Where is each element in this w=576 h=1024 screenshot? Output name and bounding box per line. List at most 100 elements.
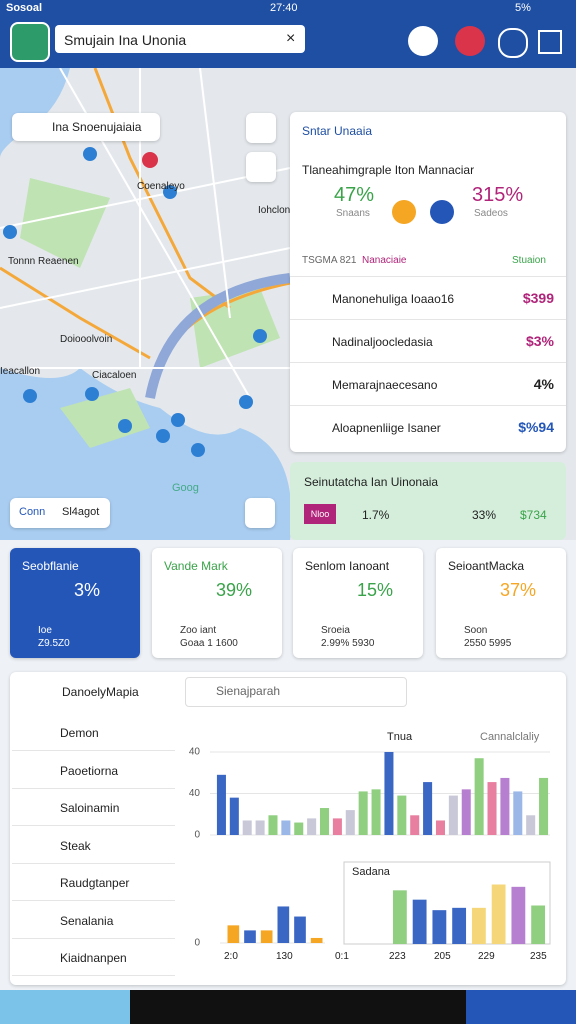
menu-divider — [12, 900, 175, 901]
stat-card — [10, 548, 140, 658]
card-label: Sroeia — [321, 625, 350, 636]
card-value: 37% — [500, 580, 537, 600]
row-divider — [290, 405, 566, 406]
stat-left-sub: Snaans — [336, 208, 370, 219]
card-sub: Goaa 1 1600 — [180, 638, 238, 649]
icon — [392, 200, 416, 224]
menu-item[interactable]: Demon — [60, 726, 99, 740]
row-value: $399 — [522, 290, 554, 306]
menu-divider — [12, 825, 175, 826]
row-divider — [290, 362, 566, 363]
nav-home[interactable] — [0, 990, 130, 1024]
bar — [526, 815, 536, 835]
menu-item[interactable]: Raudgtanper — [60, 876, 130, 890]
menu-divider — [12, 975, 175, 976]
map-search-text: Ina Snoenujaiaia — [52, 120, 142, 134]
table-header: Nanaciaie — [362, 255, 407, 266]
bar — [244, 930, 256, 943]
card-sub: 2.99% 5930 — [321, 638, 375, 649]
map-label: Coenaleyo — [137, 181, 185, 192]
panel-title: Sntar Unaaia — [302, 124, 373, 138]
nav-apps[interactable] — [466, 990, 576, 1024]
bar — [432, 910, 447, 944]
menu-divider — [12, 937, 175, 939]
bar — [461, 789, 471, 835]
y-tick-label: 0 — [194, 830, 200, 841]
row-name: Manonehuliga Ioaao16 — [332, 292, 455, 306]
card-value: 3% — [74, 580, 101, 600]
table-header: TSGMA 821 — [302, 255, 357, 266]
bar — [255, 820, 265, 835]
stat-right: 315% — [472, 184, 524, 206]
bar — [471, 907, 486, 944]
bar — [281, 820, 291, 835]
bar — [242, 820, 252, 835]
bar — [410, 815, 420, 835]
zoom-in[interactable] — [246, 152, 276, 182]
search-box[interactable] — [55, 25, 305, 53]
menu-item[interactable]: Senalania — [60, 913, 114, 928]
menu-item[interactable]: Steak — [60, 838, 91, 853]
card-label: Ioe — [38, 625, 52, 636]
map-label: Ieacallon — [0, 366, 41, 377]
bar — [423, 782, 433, 835]
export-button[interactable] — [538, 30, 562, 54]
menu-item[interactable]: Kiaidnanpen — [60, 951, 127, 965]
axis-label: 223 — [389, 951, 406, 962]
bar — [487, 782, 497, 835]
toggle-option[interactable]: Sl4agot — [62, 506, 100, 518]
icon — [430, 200, 454, 224]
menu-item[interactable]: Paoetiorna — [60, 763, 119, 778]
bar — [260, 930, 273, 943]
search-text: Smujain Ina Unonia — [64, 32, 187, 48]
row-value: 4% — [533, 376, 554, 392]
bar — [513, 791, 523, 835]
carrier: Sosoal — [6, 2, 43, 14]
user-button[interactable] — [498, 28, 528, 58]
panel-search[interactable] — [185, 677, 407, 707]
bar — [412, 899, 427, 944]
bar — [448, 795, 458, 835]
stat-card — [293, 548, 423, 658]
card-title: Senlom Ianoant — [305, 559, 390, 573]
app-logo[interactable] — [10, 22, 50, 62]
map-search[interactable] — [12, 113, 160, 141]
card-value: 15% — [357, 580, 394, 600]
stat-card — [152, 548, 282, 658]
bar — [216, 774, 226, 835]
bar — [294, 916, 306, 943]
promo-badge: Nloo — [304, 504, 336, 524]
card-value: 39% — [216, 580, 253, 600]
bar — [397, 795, 407, 835]
menu-item[interactable]: Saloinamin — [60, 801, 120, 815]
map-toggle[interactable] — [10, 498, 110, 528]
bar — [491, 884, 506, 944]
clear-icon[interactable]: × — [286, 30, 296, 47]
table-header: Stuaion — [512, 255, 546, 266]
card-label: Zoo iant — [180, 625, 217, 636]
bar — [384, 752, 394, 835]
bar — [320, 808, 330, 835]
fullscreen-button[interactable] — [245, 498, 275, 528]
bar — [500, 777, 510, 835]
panel-search-text: Sienajparah — [216, 684, 281, 698]
card-label: Soon — [464, 625, 488, 636]
back-button[interactable] — [246, 113, 276, 143]
bar — [332, 818, 342, 835]
map-label: Tonnn Reaenen — [8, 256, 79, 267]
row-name: Aloapnenliige Isaner — [332, 421, 441, 435]
bar — [307, 818, 317, 835]
alert-button[interactable] — [455, 26, 485, 56]
axis-label: 229 — [478, 951, 495, 962]
bar — [268, 815, 278, 835]
axis-label: 205 — [434, 951, 451, 962]
chart-subtitle: Cannalclaliy — [480, 731, 540, 743]
bar — [474, 758, 484, 835]
toggle-option[interactable]: Conn — [19, 506, 46, 518]
add-button[interactable] — [408, 26, 438, 56]
axis-label: 0:1 — [335, 951, 349, 962]
promo-value: $734 — [520, 508, 547, 522]
bar — [392, 890, 407, 944]
axis-label: 235 — [530, 951, 547, 962]
